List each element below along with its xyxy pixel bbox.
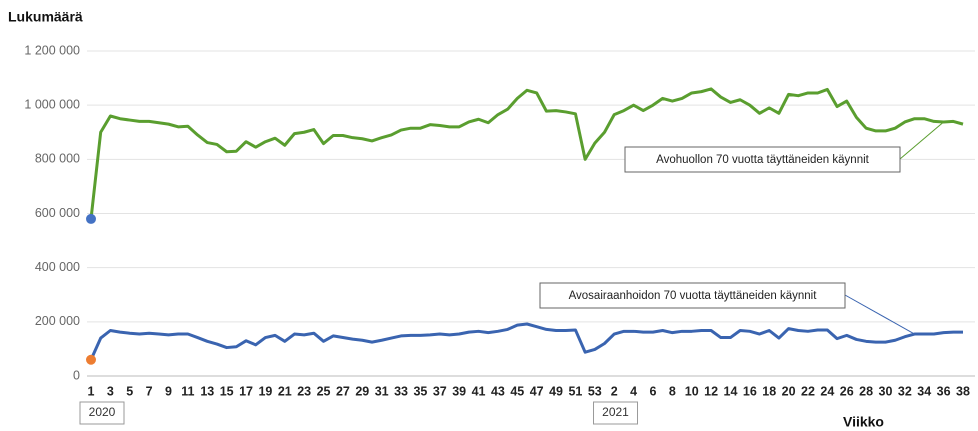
y-tick-label: 800 000 <box>35 152 80 166</box>
y-tick-label: 1 000 000 <box>24 97 80 111</box>
first-point <box>86 213 96 224</box>
first-point <box>86 354 96 365</box>
x-tick-label: 3 <box>107 384 114 398</box>
year-label: 2021 <box>602 405 629 419</box>
x-tick-label: 11 <box>181 384 194 398</box>
year-label: 2020 <box>89 405 116 419</box>
y-tick-label: 600 000 <box>35 206 80 220</box>
x-tick-label: 14 <box>724 384 738 398</box>
x-tick-label: 31 <box>375 384 389 398</box>
x-tick-label: 49 <box>549 384 563 398</box>
x-tick-label: 4 <box>630 384 637 398</box>
x-tick-label: 22 <box>801 384 815 398</box>
x-tick-label: 36 <box>937 384 951 398</box>
x-tick-label: 17 <box>239 384 253 398</box>
x-tick-label: 8 <box>669 384 676 398</box>
y-tick-label: 1 200 000 <box>24 43 80 57</box>
x-tick-label: 19 <box>258 384 272 398</box>
x-tick-label: 9 <box>165 384 172 398</box>
x-tick-label: 53 <box>588 384 602 398</box>
x-tick-label: 41 <box>472 384 486 398</box>
x-tick-label: 34 <box>917 384 931 398</box>
x-tick-label: 15 <box>220 384 234 398</box>
x-tick-label: 29 <box>355 384 369 398</box>
y-tick-label: 400 000 <box>35 260 80 274</box>
y-axis-title: Lukumäärä <box>8 9 83 25</box>
series-line <box>89 322 963 361</box>
x-tick-label: 13 <box>200 384 214 398</box>
x-tick-label: 21 <box>278 384 292 398</box>
x-tick-label: 26 <box>840 384 854 398</box>
x-tick-label: 51 <box>568 384 582 398</box>
callout-box <box>539 282 846 309</box>
series-line <box>89 87 964 220</box>
x-tick-label: 45 <box>510 384 524 398</box>
year-box <box>593 401 639 425</box>
x-tick-label: 47 <box>530 384 544 398</box>
y-tick-label: 200 000 <box>35 314 80 328</box>
x-tick-label: 28 <box>859 384 873 398</box>
year-box <box>79 401 125 425</box>
x-tick-label: 25 <box>317 384 331 398</box>
callout-box <box>624 146 901 173</box>
y-tick-label: 0 <box>73 368 80 382</box>
legend-label: Avohuollon 70 vuotta täyttäneiden käynni… <box>656 154 869 166</box>
x-tick-label: 18 <box>762 384 776 398</box>
x-tick-label: 30 <box>879 384 893 398</box>
x-tick-label: 35 <box>413 384 427 398</box>
x-tick-label: 10 <box>685 384 699 398</box>
x-tick-label: 7 <box>146 384 153 398</box>
x-tick-label: 24 <box>820 384 834 398</box>
x-tick-label: 43 <box>491 384 505 398</box>
x-tick-label: 27 <box>336 384 350 398</box>
x-tick-label: 38 <box>956 384 970 398</box>
x-tick-label: 23 <box>297 384 311 398</box>
legend-label: Avosairaanhoidon 70 vuotta täyttäneiden … <box>569 290 818 302</box>
callout-leader <box>899 121 944 160</box>
x-tick-label: 6 <box>649 384 656 398</box>
x-tick-label: 16 <box>743 384 757 398</box>
x-axis-title: Viikko <box>843 414 884 430</box>
x-tick-label: 32 <box>898 384 912 398</box>
x-tick-label: 33 <box>394 384 408 398</box>
x-tick-label: 37 <box>433 384 447 398</box>
x-tick-label: 2 <box>611 384 618 398</box>
callout-leader <box>844 294 915 335</box>
x-tick-label: 12 <box>704 384 718 398</box>
x-tick-label: 39 <box>452 384 466 398</box>
x-tick-label: 20 <box>782 384 796 398</box>
x-tick-label: 1 <box>88 384 95 398</box>
x-tick-label: 5 <box>126 384 133 398</box>
